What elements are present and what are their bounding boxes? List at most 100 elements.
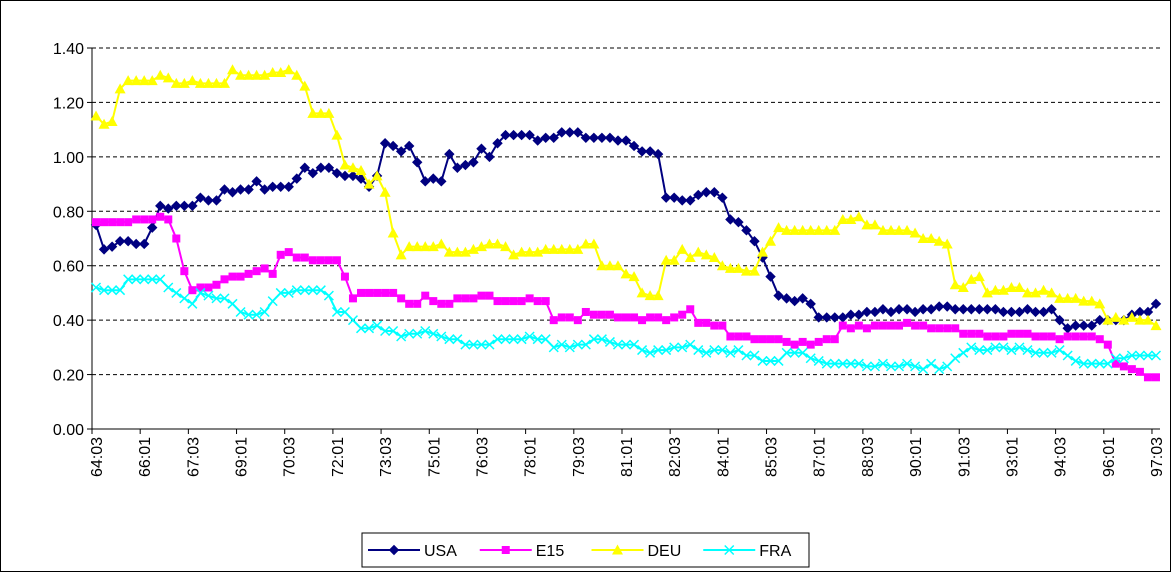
point [331, 167, 343, 179]
point [235, 69, 247, 80]
point [950, 304, 961, 315]
point [267, 66, 279, 77]
point [114, 236, 126, 247]
point [268, 269, 277, 278]
point [202, 77, 214, 88]
point [919, 321, 928, 330]
point [372, 320, 383, 331]
x-tick-label: 66:01 [137, 437, 154, 477]
point [1134, 314, 1146, 325]
point [693, 189, 704, 201]
point [564, 127, 575, 138]
point [998, 306, 1009, 318]
point [339, 170, 351, 182]
point [789, 347, 800, 358]
point [959, 329, 968, 338]
point [477, 291, 486, 300]
point [211, 195, 222, 206]
point [548, 342, 559, 353]
point [1047, 332, 1056, 341]
x-tick-label: 87:01 [812, 437, 829, 477]
point [452, 334, 463, 345]
point [355, 164, 367, 175]
point [1143, 373, 1152, 382]
point [188, 286, 197, 295]
point [1094, 298, 1106, 309]
point [475, 241, 487, 252]
point [194, 77, 206, 88]
point [508, 129, 519, 141]
point [604, 260, 616, 271]
point [387, 227, 399, 238]
point [436, 331, 447, 342]
point [460, 159, 471, 171]
point [597, 310, 606, 319]
point [323, 162, 335, 173]
point [1103, 340, 1112, 349]
point [637, 345, 648, 356]
point [339, 159, 351, 170]
point [813, 355, 824, 366]
point [982, 304, 993, 315]
point [869, 219, 881, 230]
series [92, 212, 1160, 382]
point [861, 306, 873, 318]
point [1006, 306, 1017, 318]
point [974, 304, 985, 315]
point [965, 273, 977, 284]
point [797, 293, 808, 304]
point [532, 246, 544, 257]
point [636, 287, 648, 298]
x-tick-label: 73:03 [378, 437, 395, 477]
point [830, 335, 839, 344]
point [99, 285, 110, 296]
point [701, 347, 712, 358]
point [172, 234, 181, 243]
point [204, 283, 213, 292]
point [982, 345, 993, 356]
point [436, 176, 447, 187]
y-tick-label: 1.40 [53, 41, 84, 58]
point [773, 355, 784, 366]
point [1118, 314, 1130, 325]
point [1102, 314, 1114, 325]
point [138, 238, 150, 250]
point [1126, 311, 1138, 322]
point [283, 64, 295, 75]
point [943, 324, 952, 333]
point [403, 241, 415, 252]
point [219, 293, 230, 304]
point [307, 167, 319, 179]
point [941, 301, 953, 312]
point [90, 282, 102, 293]
point [645, 347, 656, 358]
point [300, 253, 309, 262]
point [1038, 347, 1049, 358]
point [420, 176, 431, 187]
point [307, 285, 318, 296]
point [517, 297, 526, 306]
point [869, 361, 880, 372]
point [357, 288, 366, 297]
point [654, 313, 663, 322]
point [662, 316, 671, 325]
point [187, 200, 198, 212]
point [748, 265, 760, 276]
point [604, 132, 616, 144]
point [307, 107, 319, 118]
legend-marker [612, 544, 623, 555]
point [1119, 362, 1128, 371]
point [1150, 298, 1162, 310]
point [116, 218, 125, 227]
point [476, 143, 487, 154]
point [1086, 320, 1097, 331]
legend-label: DEU [648, 543, 682, 560]
point [837, 358, 848, 369]
point [509, 297, 518, 306]
point [259, 184, 270, 195]
point [798, 337, 807, 346]
point [1055, 335, 1064, 344]
point [805, 353, 816, 364]
point [524, 129, 535, 141]
point [187, 298, 198, 309]
